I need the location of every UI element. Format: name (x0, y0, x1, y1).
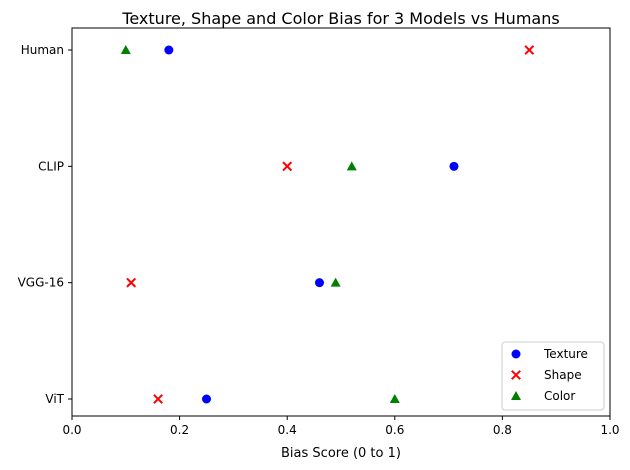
legend-marker-texture (511, 349, 521, 359)
legend-marker-color (511, 391, 521, 400)
shape-point-vit (153, 394, 163, 404)
color-point-clip (346, 161, 357, 171)
color-point-vgg-16 (330, 277, 341, 287)
x-tick-label: 0.0 (62, 423, 81, 437)
x-tick-label: 0.2 (170, 423, 189, 437)
y-tick-label: Human (21, 43, 64, 57)
texture-point-clip (449, 161, 459, 171)
texture-point-vgg-16 (314, 278, 324, 288)
texture-point-human (164, 45, 174, 55)
legend-box (501, 341, 605, 411)
x-tick-label: 0.6 (385, 423, 404, 437)
y-axis: ViT VGG-16 CLIP Human (18, 43, 72, 406)
legend-marker-shape (511, 370, 521, 380)
shape-point-clip (282, 161, 293, 172)
legend: Texture Shape Color (501, 341, 605, 411)
shape-point-human (524, 45, 535, 55)
color-point-human (120, 45, 131, 54)
x-axis-label: Bias Score (0 to 1) (281, 446, 401, 461)
texture-point-vit (202, 394, 211, 404)
legend-label: Shape (544, 368, 582, 382)
data-points (120, 45, 535, 404)
x-tick-label: 0.8 (493, 423, 512, 437)
x-tick-label: 1.0 (600, 423, 619, 437)
x-axis: 0.0 0.2 0.4 0.6 0.8 1.0 (62, 416, 620, 437)
legend-label: Texture (543, 347, 588, 361)
plot-area (71, 27, 611, 417)
legend-label: Color (544, 389, 575, 403)
y-tick-label: CLIP (38, 159, 64, 173)
shape-point-vgg-16 (126, 277, 137, 288)
x-tick-label: 0.4 (278, 423, 297, 437)
y-tick-label: VGG-16 (18, 276, 64, 290)
y-tick-label: ViT (45, 392, 64, 406)
color-point-vit (389, 394, 400, 403)
chart-title: Texture, Shape and Color Bias for 3 Mode… (121, 9, 559, 28)
